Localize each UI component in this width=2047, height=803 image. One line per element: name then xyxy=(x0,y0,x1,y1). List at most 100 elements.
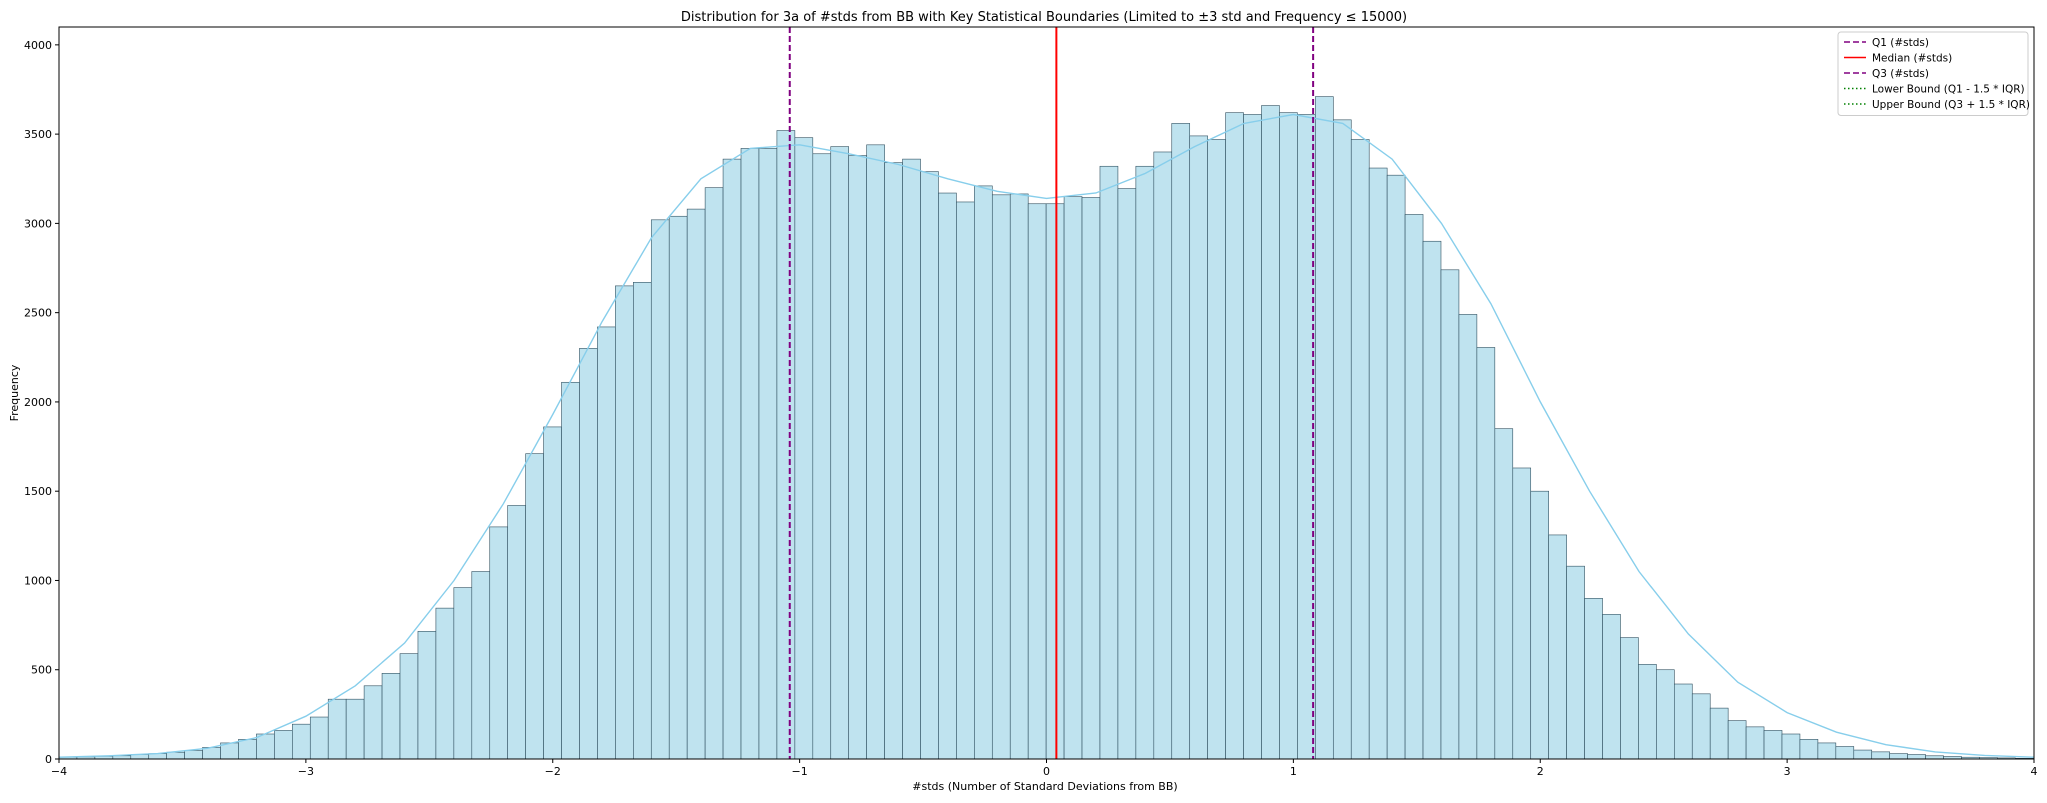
histogram-bar xyxy=(1566,565,1585,760)
statistic-lines xyxy=(788,27,1315,759)
histogram-bar xyxy=(1763,730,1783,760)
histogram-bar xyxy=(686,208,706,760)
histogram-bar xyxy=(399,653,419,760)
histogram-bar xyxy=(758,148,778,760)
histogram-bar xyxy=(1386,174,1406,760)
histogram-bar xyxy=(507,505,526,760)
legend-box xyxy=(1837,31,2029,116)
histogram-bar xyxy=(1332,119,1352,760)
chart-title: Distribution for 3a of #stds from BB wit… xyxy=(681,10,1407,25)
histogram-bar xyxy=(1602,614,1621,760)
histogram-bar xyxy=(1135,165,1155,760)
histogram-bar xyxy=(1063,196,1083,760)
x-tick-label: −2 xyxy=(545,765,561,778)
histogram-bar xyxy=(1458,314,1478,760)
histogram-bar xyxy=(579,348,598,760)
histogram-bar xyxy=(1009,193,1029,760)
histogram-bar xyxy=(274,730,293,760)
histogram-bar xyxy=(1081,197,1101,760)
histogram-bar xyxy=(1656,669,1675,760)
x-tick-label: 3 xyxy=(1784,765,1791,778)
histogram-bar xyxy=(1350,139,1370,760)
histogram-bar xyxy=(704,187,724,760)
legend: Q1 (#stds) Median (#stds) Q3 (#stds) Lower … xyxy=(1837,31,2030,116)
histogram-bar xyxy=(1691,693,1711,760)
histogram-bar xyxy=(974,185,993,760)
histogram-bar xyxy=(417,631,437,760)
legend-entry-label: Median (#stds) xyxy=(1872,53,1952,65)
histogram-bar xyxy=(1494,428,1514,760)
x-axis: −4 −3 −2 −1 0 1 2 3 4 xyxy=(51,759,2038,778)
histogram-bar xyxy=(1440,269,1460,760)
y-tick-label: 1000 xyxy=(24,574,52,587)
histogram-bar xyxy=(1853,749,1873,760)
histogram-bar xyxy=(256,733,275,760)
histogram-bar xyxy=(866,144,885,760)
histogram-bar xyxy=(309,716,329,760)
y-tick-label: 4000 xyxy=(24,39,52,52)
histogram-bar xyxy=(435,607,455,760)
kde-curve-group xyxy=(58,113,2035,758)
histogram-bar xyxy=(1548,534,1567,760)
histogram-bar xyxy=(1584,598,1603,760)
histogram-bar xyxy=(184,750,203,760)
histogram-bar xyxy=(740,148,760,760)
histogram-bar xyxy=(956,201,975,760)
histogram-bar xyxy=(920,171,939,760)
histogram-bar xyxy=(1243,114,1262,760)
histogram-bar xyxy=(1153,151,1173,760)
histogram-bar xyxy=(633,282,652,760)
histogram-bar xyxy=(166,751,185,760)
histogram-bar xyxy=(1368,167,1388,760)
histogram-bar xyxy=(1476,347,1496,760)
histogram-bar xyxy=(363,685,383,760)
histogram-bar xyxy=(1207,139,1226,760)
histogram-bar xyxy=(615,285,634,760)
histogram-bar xyxy=(830,146,850,760)
x-tick-label: −4 xyxy=(51,765,67,778)
histogram-bar xyxy=(1781,733,1801,760)
histogram-bar xyxy=(1727,720,1747,760)
histogram-bar xyxy=(1099,165,1119,760)
histogram-bar xyxy=(794,137,814,760)
x-tick-label: 1 xyxy=(1290,765,1297,778)
histogram-bar xyxy=(1530,490,1549,760)
legend-entry-label: Q3 (#stds) xyxy=(1872,68,1929,80)
histogram-bar xyxy=(1745,726,1765,760)
histogram-bar xyxy=(1261,105,1280,760)
legend-entry-label: Upper Bound (Q3 + 1.5 * IQR) xyxy=(1872,99,2030,111)
histogram-bar xyxy=(345,698,365,760)
x-tick-label: 2 xyxy=(1537,765,1544,778)
histogram-bar xyxy=(1171,123,1191,760)
histogram-bar xyxy=(597,326,616,760)
x-tick-label: −1 xyxy=(792,765,808,778)
y-tick-label: 2000 xyxy=(24,396,52,409)
histogram-bar xyxy=(1871,751,1890,760)
histogram-bar xyxy=(722,158,742,760)
histogram-bar xyxy=(1512,467,1532,760)
y-tick-label: 0 xyxy=(45,753,52,766)
histogram-bar xyxy=(1638,664,1657,760)
histogram-bar xyxy=(489,526,508,760)
histogram-bar xyxy=(381,673,401,760)
histogram-bar xyxy=(938,192,957,760)
histogram-bar xyxy=(1620,637,1639,760)
histogram-bar xyxy=(543,426,562,760)
legend-entry-label: Lower Bound (Q1 - 1.5 * IQR) xyxy=(1872,84,2025,96)
histogram-bar xyxy=(1889,753,1908,760)
histogram-bar xyxy=(1907,754,1926,760)
x-axis-label: #stds (Number of Standard Deviations fro… xyxy=(912,780,1177,793)
histogram-bar xyxy=(327,698,347,760)
histogram-bar xyxy=(848,155,867,760)
histogram-bar xyxy=(1674,683,1693,760)
histogram-bar xyxy=(238,739,257,760)
y-axis: 0 500 1000 1500 2000 2500 3000 3500 4000 xyxy=(24,39,59,766)
histogram-bar xyxy=(1817,742,1837,760)
histogram-bar xyxy=(292,723,311,760)
kde-curve xyxy=(58,113,2035,758)
histogram-bar xyxy=(668,215,688,760)
histogram-bar xyxy=(1404,214,1424,760)
y-tick-label: 3500 xyxy=(24,128,52,141)
histogram-bar xyxy=(991,194,1011,760)
histogram-bar xyxy=(561,381,580,760)
